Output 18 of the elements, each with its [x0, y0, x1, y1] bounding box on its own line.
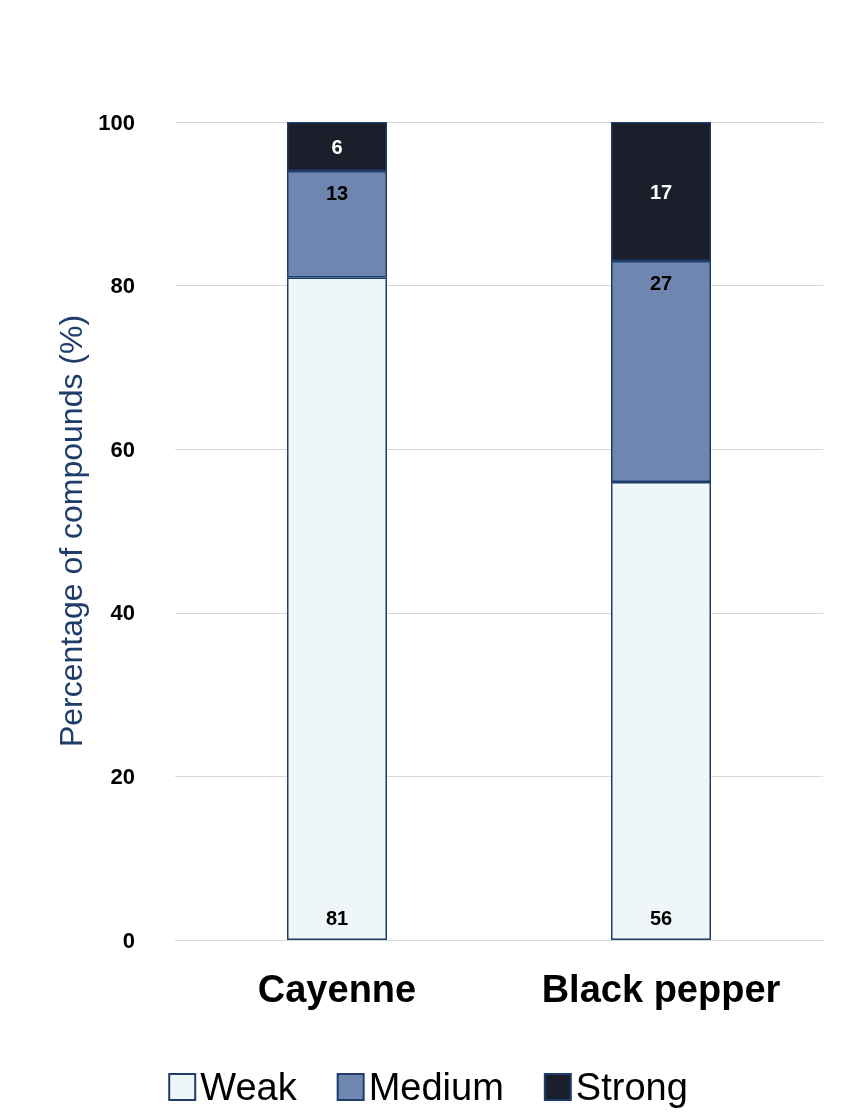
- data-label: 27: [649, 272, 673, 295]
- legend-label: Medium: [368, 1066, 504, 1108]
- legend-label: Strong: [575, 1066, 688, 1108]
- legend-label: Weak: [200, 1066, 298, 1108]
- y-tick-label: 100: [98, 109, 135, 135]
- y-axis-title: Percentage of compounds (%): [53, 314, 90, 748]
- x-tick-label: Cayenne: [257, 968, 417, 1010]
- data-label: 17: [649, 180, 673, 203]
- x-tick-label: Black pepper: [541, 968, 781, 1010]
- y-tick-label: 40: [110, 600, 135, 626]
- y-tick-label: 20: [110, 763, 135, 789]
- data-label: 56: [649, 907, 673, 929]
- data-label: 81: [325, 907, 349, 929]
- data-label: 13: [325, 182, 349, 205]
- y-tick-label: 0: [122, 927, 135, 953]
- y-tick-label: 60: [110, 436, 135, 462]
- data-label: 6: [331, 135, 343, 158]
- y-tick-label: 80: [110, 273, 135, 299]
